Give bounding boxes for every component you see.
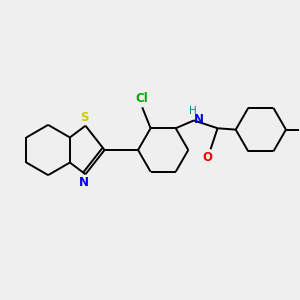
Text: S: S xyxy=(80,111,88,124)
Text: N: N xyxy=(194,113,204,126)
Text: O: O xyxy=(203,151,213,164)
Text: Cl: Cl xyxy=(136,92,148,105)
Text: H: H xyxy=(189,106,196,116)
Text: N: N xyxy=(79,176,89,189)
